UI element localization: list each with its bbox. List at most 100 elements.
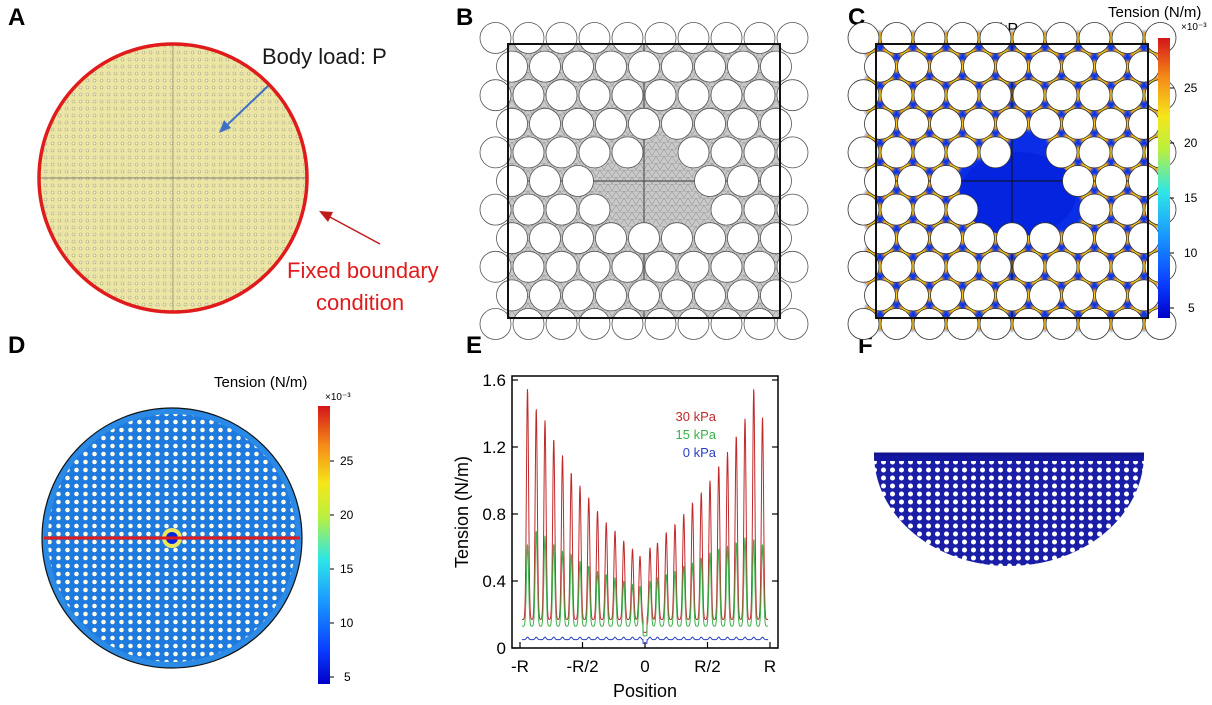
- pore-hole: [776, 193, 809, 226]
- pore-hole: [1128, 222, 1160, 255]
- pore-hole: [1111, 308, 1144, 340]
- pore-hole: [880, 136, 913, 169]
- pore-hole: [946, 136, 979, 169]
- body-load-arrow: [223, 85, 269, 129]
- legend-entry: 30 kPa: [676, 409, 717, 424]
- pore-hole: [864, 222, 896, 255]
- pore-hole: [760, 165, 792, 197]
- pore-hole: [776, 308, 809, 340]
- pore-hole: [1012, 22, 1045, 54]
- series-line-30-kpa: [521, 389, 769, 633]
- pore-hole: [1062, 165, 1094, 197]
- pore-hole: [776, 250, 809, 283]
- pore-hole: [1062, 107, 1094, 140]
- pore-hole: [847, 79, 880, 112]
- pore-hole: [578, 250, 611, 283]
- pore-hole: [897, 222, 929, 255]
- pore-hole: [595, 222, 627, 255]
- pore-hole: [1062, 222, 1094, 255]
- pore-hole: [1012, 79, 1045, 112]
- pore-hole: [930, 279, 962, 312]
- pore-hole: [1078, 250, 1111, 283]
- pore-hole: [595, 50, 627, 83]
- pore-hole: [694, 222, 726, 255]
- body-load-label: Body load: P: [262, 44, 387, 69]
- pore-hole: [930, 222, 962, 255]
- panel-letter-a: A: [8, 4, 26, 31]
- pore-hole: [1111, 22, 1144, 54]
- pore-hole: [694, 107, 726, 140]
- cb-d-tick-15: 15: [340, 562, 354, 576]
- cb-c-tick-20: 20: [1184, 136, 1198, 150]
- pore-hole: [677, 79, 710, 112]
- pore-hole: [512, 193, 545, 226]
- pore-hole: [979, 79, 1012, 112]
- pore-hole: [996, 222, 1028, 255]
- pore-hole: [1029, 107, 1061, 140]
- pore-hole: [727, 50, 759, 83]
- panel-b-mesh-unit: [479, 22, 809, 340]
- pore-hole: [979, 308, 1012, 340]
- pore-hole: [1078, 79, 1111, 112]
- pore-hole: [930, 165, 962, 197]
- pore-hole: [512, 79, 545, 112]
- pore-hole: [479, 79, 512, 112]
- boundary-arrow: [327, 215, 381, 245]
- pore-hole: [1045, 250, 1078, 283]
- pore-hole: [880, 250, 913, 283]
- pore-hole: [1111, 193, 1144, 226]
- x-tick-label: 0: [640, 657, 649, 676]
- pore-hole: [578, 308, 611, 340]
- pore-hole: [677, 308, 710, 340]
- pore-hole: [611, 79, 644, 112]
- pore-hole: [710, 250, 743, 283]
- pore-hole: [1095, 222, 1127, 255]
- x-tick-label: R/2: [694, 657, 720, 676]
- pore-hole: [979, 250, 1012, 283]
- pore-hole: [897, 50, 929, 83]
- pore-hole: [996, 279, 1028, 312]
- panel-d-colorbar-exponent: ×10⁻³: [325, 392, 351, 403]
- pore-hole: [727, 165, 759, 197]
- panel-letter-e: E: [466, 332, 483, 359]
- pore-hole: [512, 308, 545, 340]
- pore-hole: [864, 50, 896, 83]
- legend-entry: 15 kPa: [676, 427, 717, 442]
- pore-hole: [1111, 250, 1144, 283]
- pore-hole: [743, 308, 776, 340]
- pore-hole: [578, 193, 611, 226]
- pore-hole: [512, 250, 545, 283]
- pore-hole: [694, 279, 726, 312]
- pore-hole: [1078, 136, 1111, 169]
- pore-hole: [1111, 79, 1144, 112]
- pore-hole: [930, 107, 962, 140]
- fixed-boundary-ring: [37, 42, 309, 314]
- pore-hole: [963, 107, 995, 140]
- pore-hole: [710, 22, 743, 54]
- pore-hole: [628, 279, 660, 312]
- pore-hole: [644, 308, 677, 340]
- pore-hole: [661, 279, 693, 312]
- pore-hole: [545, 250, 578, 283]
- pore-hole: [913, 22, 946, 54]
- pore-hole: [1029, 279, 1061, 312]
- pore-hole: [611, 22, 644, 54]
- pore-hole: [545, 193, 578, 226]
- cb-d-tick-25: 25: [340, 454, 354, 468]
- pore-hole: [1012, 308, 1045, 340]
- pore-hole: [913, 308, 946, 340]
- pore-hole: [1111, 136, 1144, 169]
- pore-hole: [578, 22, 611, 54]
- pore-hole: [529, 107, 561, 140]
- pore-hole: [496, 107, 528, 140]
- pore-hole: [847, 308, 880, 340]
- pore-hole: [496, 279, 528, 312]
- panel-letter-b: B: [456, 4, 474, 31]
- pore-hole: [496, 50, 528, 83]
- pore-hole: [946, 250, 979, 283]
- y-axis-label: Tension (N/m): [452, 456, 472, 568]
- pore-hole: [496, 165, 528, 197]
- x-tick-label: -R/2: [566, 657, 598, 676]
- pore-hole: [661, 222, 693, 255]
- pore-hole: [996, 107, 1028, 140]
